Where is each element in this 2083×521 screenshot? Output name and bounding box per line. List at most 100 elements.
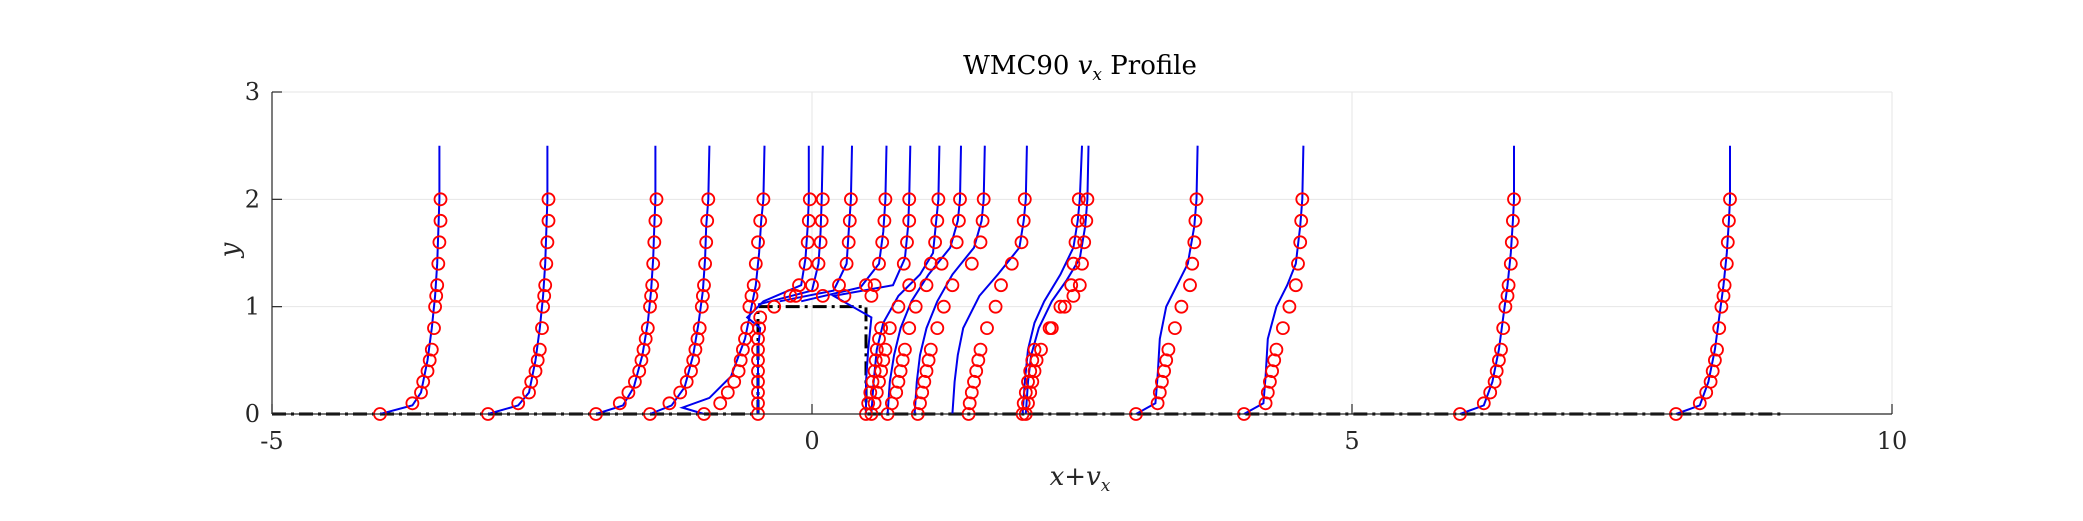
exp-marker — [844, 192, 858, 207]
exp-marker — [872, 256, 886, 271]
exp-marker — [973, 342, 988, 357]
sim-profile-line — [951, 145, 1028, 415]
exp-marker — [751, 374, 765, 389]
x-axis-label: x+vx — [1050, 462, 1111, 496]
exp-marker — [811, 256, 826, 271]
exp-marker — [815, 192, 830, 207]
exp-marker — [936, 299, 951, 314]
exp-marker — [694, 299, 709, 314]
exp-marker — [1293, 235, 1308, 250]
exp-marker — [1716, 288, 1731, 303]
exp-marker — [429, 288, 444, 303]
exp-marker — [930, 321, 945, 336]
exp-marker — [930, 213, 945, 228]
exp-marker — [923, 256, 938, 271]
experimental-profiles — [373, 192, 1737, 421]
exp-marker — [813, 235, 828, 250]
exp-marker — [1185, 256, 1200, 271]
x-tick-label: 10 — [1877, 427, 1908, 455]
sim-profile-line — [745, 145, 810, 414]
exp-marker — [1288, 278, 1303, 293]
exp-marker — [1504, 235, 1519, 250]
exp-marker — [540, 235, 555, 250]
exp-marker — [621, 385, 636, 400]
exp-marker — [1291, 256, 1305, 271]
exp-marker — [752, 321, 766, 336]
exp-marker — [645, 278, 660, 293]
exp-marker — [1294, 213, 1309, 228]
exp-marker — [1501, 278, 1516, 293]
exp-marker — [701, 192, 716, 207]
exp-marker — [1282, 299, 1297, 314]
exp-marker — [832, 278, 846, 293]
exp-marker — [805, 278, 819, 293]
exp-marker — [713, 396, 728, 411]
simulation-profiles — [379, 145, 1731, 415]
exp-marker — [428, 299, 443, 314]
exp-marker — [647, 235, 662, 250]
exp-marker — [646, 256, 661, 271]
exp-marker — [882, 321, 897, 336]
exp-marker — [1071, 192, 1086, 207]
exp-marker — [1174, 299, 1189, 314]
sim-profile-line — [679, 145, 766, 415]
exp-marker — [1295, 192, 1310, 207]
exp-marker — [1506, 213, 1520, 228]
exp-marker — [919, 278, 934, 293]
exp-marker — [788, 288, 803, 303]
exp-marker — [751, 364, 765, 379]
exp-marker — [1719, 256, 1734, 271]
exp-marker — [612, 396, 627, 411]
exp-marker — [1161, 342, 1176, 357]
exp-marker — [934, 256, 949, 271]
x-tick-label: 0 — [804, 427, 819, 455]
exp-marker — [839, 256, 854, 271]
exp-marker — [753, 310, 768, 325]
exp-marker — [1004, 256, 1019, 271]
exp-marker — [928, 235, 942, 250]
exp-marker — [431, 256, 446, 271]
exp-marker — [673, 385, 688, 400]
exp-marker — [842, 213, 857, 228]
exp-marker — [976, 192, 991, 207]
exp-marker — [696, 288, 710, 303]
exp-marker — [931, 192, 946, 207]
exp-marker — [1068, 235, 1083, 250]
exp-marker — [1034, 342, 1048, 357]
exp-marker — [756, 192, 771, 207]
exp-marker — [949, 235, 964, 250]
exp-marker — [783, 288, 798, 303]
exp-marker — [648, 213, 663, 228]
exp-marker — [1503, 256, 1518, 271]
exp-marker — [801, 213, 816, 228]
exp-marker — [1188, 213, 1203, 228]
exp-marker — [1717, 278, 1732, 293]
exp-marker — [751, 342, 765, 357]
exp-marker — [433, 213, 448, 228]
exp-marker — [902, 213, 917, 228]
x-tick-label: -5 — [260, 427, 283, 455]
exp-marker — [874, 321, 888, 336]
exp-marker — [424, 342, 439, 357]
exp-marker — [751, 235, 765, 250]
exp-marker — [1066, 288, 1081, 303]
exp-marker — [1014, 235, 1029, 250]
exp-marker — [1057, 299, 1072, 314]
y-tick-label: 2 — [245, 185, 260, 213]
exp-marker — [875, 235, 890, 250]
sim-profile-line — [913, 145, 986, 415]
y-tick-label: 1 — [245, 293, 260, 321]
exp-marker — [975, 213, 990, 228]
exp-marker — [1496, 321, 1511, 336]
exp-marker — [748, 256, 763, 271]
exp-marker — [1269, 342, 1284, 357]
exp-marker — [994, 278, 1008, 293]
exp-marker — [1494, 342, 1508, 357]
exp-marker — [1075, 256, 1089, 271]
exp-marker — [1066, 256, 1081, 271]
exp-marker — [896, 256, 911, 271]
exp-marker — [902, 278, 917, 293]
exp-marker — [1276, 321, 1290, 336]
